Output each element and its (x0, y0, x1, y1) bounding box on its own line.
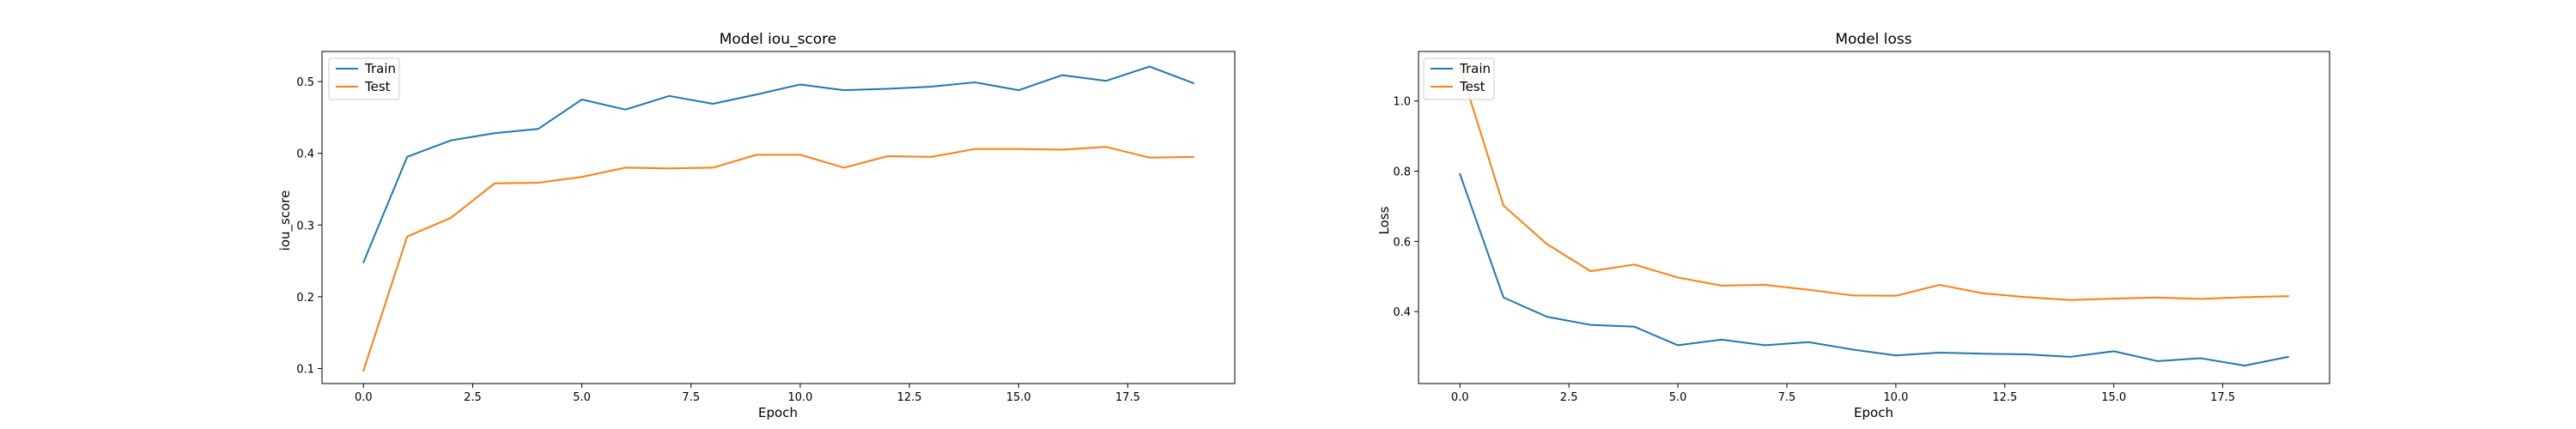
y-tick-label: 0.4 (296, 148, 314, 161)
x-tick-label: 7.5 (1778, 391, 1796, 404)
x-tick-label: 2.5 (464, 391, 482, 404)
x-axis-label: Epoch (758, 405, 798, 420)
y-tick-label: 0.8 (1393, 166, 1411, 179)
x-tick-label: 12.5 (1992, 391, 2017, 404)
x-tick-label: 0.0 (355, 391, 373, 404)
chart-loss: Model loss Epoch Loss 0.0 2.5 5.0 7.5 10.0 12… (1376, 31, 2330, 420)
y-tick-label: 0.4 (1393, 306, 1411, 319)
series-line-test (362, 146, 1194, 372)
y-tick-label: 0.6 (1393, 236, 1411, 249)
x-tick-label: 5.0 (1669, 391, 1687, 404)
plot-frame (1418, 51, 2330, 384)
chart-title: Model loss (1835, 31, 1911, 48)
legend-label-train: Train (364, 61, 396, 76)
chart-iou-score: Model iou_score Epoch iou_score 0.0 2.5 5.… (277, 31, 1236, 420)
x-tick-label: 15.0 (2101, 391, 2126, 404)
legend: Train Test (1423, 57, 1495, 100)
x-tick-label: 17.5 (2210, 391, 2235, 404)
y-tick-label: 0.1 (296, 363, 314, 376)
x-tick-label: 17.5 (1115, 391, 1140, 404)
x-tick-label: 5.0 (573, 391, 591, 404)
x-tick-label: 15.0 (1006, 391, 1031, 404)
y-axis-label: Loss (1376, 206, 1392, 234)
x-axis-label: Epoch (1854, 405, 1893, 420)
series-line-train (362, 65, 1194, 264)
series-line-test (1458, 65, 2289, 301)
legend-label-test: Test (364, 79, 391, 94)
x-tick-label: 7.5 (682, 391, 700, 404)
y-tick-label: 1.0 (1393, 96, 1411, 109)
y-tick-label: 0.2 (296, 292, 314, 305)
x-tick-label: 10.0 (787, 391, 812, 404)
x-tick-label: 2.5 (1560, 391, 1578, 404)
legend-label-test: Test (1459, 79, 1485, 94)
plot-frame (321, 51, 1236, 384)
chart-title: Model iou_score (720, 31, 837, 48)
y-tick-label: 0.5 (296, 76, 314, 89)
y-tick-label: 0.3 (296, 220, 314, 233)
x-tick-label: 10.0 (1883, 391, 1908, 404)
series-line-train (1458, 172, 2289, 367)
x-tick-label: 0.0 (1451, 391, 1469, 404)
y-axis-label: iou_score (277, 190, 294, 251)
x-tick-label: 12.5 (897, 391, 922, 404)
legend-label-train: Train (1459, 61, 1491, 76)
legend: Train Test (328, 57, 400, 100)
